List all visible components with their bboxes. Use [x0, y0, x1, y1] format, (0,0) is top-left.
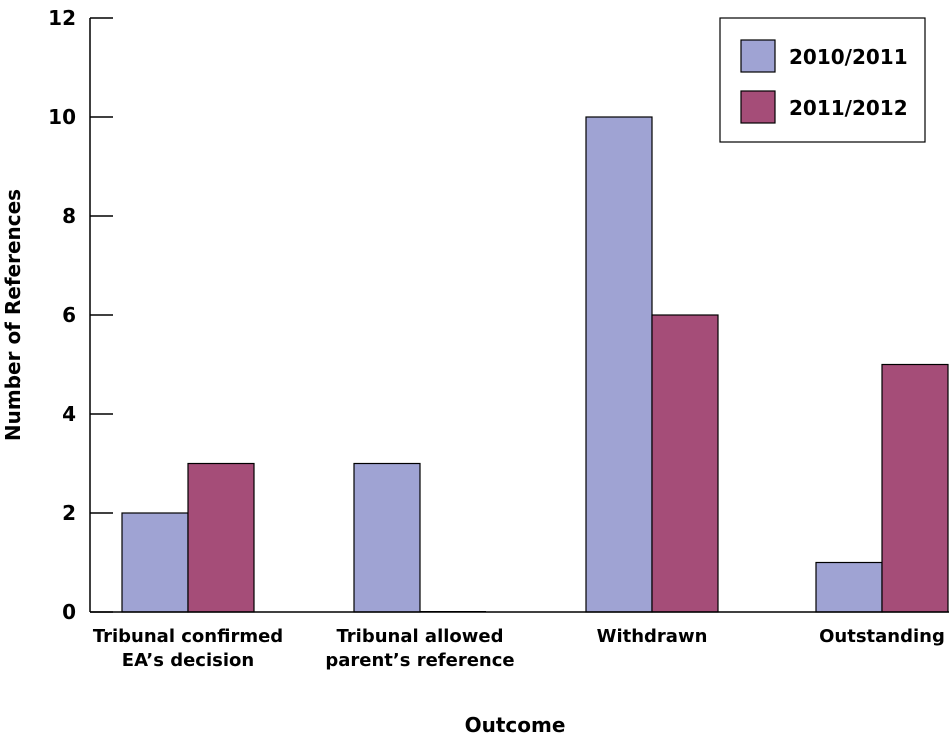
- y-tick-label: 12: [48, 6, 76, 30]
- legend-swatch-2011-2012: [740, 90, 776, 124]
- bar-2011-2012: [651, 314, 719, 613]
- legend-swatch-2010-2011: [740, 39, 776, 73]
- bar-2010-2011: [121, 512, 189, 613]
- bar-2010-2011: [585, 116, 653, 613]
- legend-label-2011-2012: 2011/2012: [789, 96, 908, 120]
- y-tick-label: 6: [62, 303, 76, 327]
- x-category-label: Withdrawn: [597, 626, 708, 647]
- x-axis-title: Outcome: [465, 713, 566, 737]
- bar-2011-2012: [881, 363, 949, 613]
- y-tick-label: 2: [62, 501, 76, 525]
- legend: 2010/2011 2011/2012: [719, 17, 926, 143]
- bar-2011-2012: [187, 462, 255, 613]
- bars-layer: [121, 116, 949, 613]
- x-category-label: Outstanding: [819, 626, 945, 647]
- y-ticks: 0 2 4 6 8 10 12: [48, 6, 113, 624]
- x-category-label: EA’s decision: [122, 650, 254, 671]
- y-tick-label: 4: [62, 402, 76, 426]
- bar-2010-2011: [353, 462, 421, 613]
- legend-label-2010-2011: 2010/2011: [789, 45, 908, 69]
- x-category-label: Tribunal allowed: [336, 626, 503, 647]
- y-tick-label: 8: [62, 204, 76, 228]
- y-axis-title: Number of References: [1, 189, 25, 441]
- bar-2010-2011: [815, 561, 883, 613]
- y-tick-label: 0: [62, 600, 76, 624]
- x-category-labels: Tribunal confirmed EA’s decision Tribunal …: [93, 626, 945, 671]
- x-category-label: parent’s reference: [325, 650, 514, 671]
- x-category-label: Tribunal confirmed: [93, 626, 283, 647]
- y-tick-label: 10: [48, 105, 76, 129]
